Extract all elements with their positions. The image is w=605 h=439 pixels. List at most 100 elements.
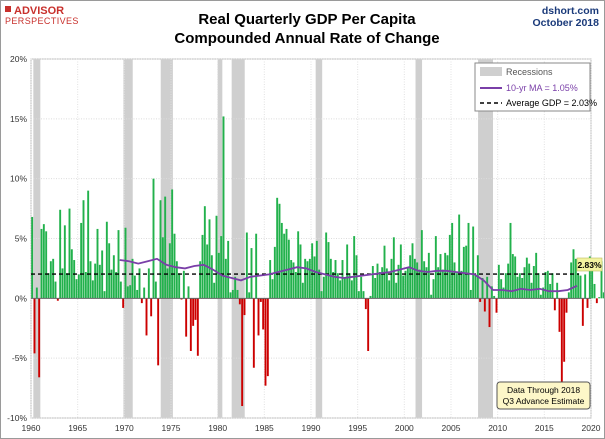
bar-positive bbox=[353, 236, 356, 299]
legend-recession-label: Recessions bbox=[506, 67, 553, 77]
bar-positive bbox=[292, 262, 295, 299]
bar-negative bbox=[243, 298, 246, 316]
bar-positive bbox=[66, 273, 69, 299]
bar-positive bbox=[255, 233, 258, 299]
bar-positive bbox=[290, 260, 293, 299]
y-tick-label: -10% bbox=[7, 413, 27, 423]
bar-positive bbox=[320, 291, 323, 299]
bar-negative bbox=[196, 298, 199, 356]
bar-positive bbox=[168, 243, 171, 299]
bar-positive bbox=[469, 289, 472, 299]
bar-positive bbox=[430, 294, 433, 299]
x-tick-label: 2010 bbox=[488, 423, 507, 433]
bar-negative bbox=[38, 298, 41, 378]
bar-positive bbox=[329, 258, 332, 299]
bar-positive bbox=[404, 270, 407, 299]
bar-negative bbox=[185, 298, 188, 337]
bar-positive bbox=[413, 258, 416, 299]
bar-positive bbox=[500, 279, 503, 299]
bar-positive bbox=[31, 216, 34, 299]
bar-positive bbox=[276, 197, 279, 299]
bar-positive bbox=[52, 258, 55, 299]
bar-negative bbox=[581, 298, 584, 326]
bar-positive bbox=[376, 263, 379, 299]
bar-positive bbox=[465, 245, 468, 299]
bar-positive bbox=[390, 258, 393, 299]
report-date: October 2018 bbox=[532, 17, 599, 29]
bar-positive bbox=[334, 260, 337, 299]
data-note: Data Through 2018 Q3 Advance Estimate bbox=[496, 381, 591, 410]
bar-positive bbox=[115, 272, 118, 299]
bar-positive bbox=[486, 276, 489, 299]
bar-positive bbox=[208, 219, 211, 299]
logo-line2: PERSPECTIVES bbox=[5, 16, 79, 26]
bar-negative bbox=[192, 298, 195, 326]
bar-positive bbox=[59, 209, 62, 299]
bar-positive bbox=[591, 266, 594, 299]
bar-positive bbox=[98, 264, 101, 299]
bar-positive bbox=[425, 267, 428, 299]
bar-positive bbox=[161, 237, 164, 299]
bar-positive bbox=[518, 273, 521, 299]
recession-band bbox=[217, 59, 223, 418]
legend-ma-label: 10-yr MA = 1.05% bbox=[506, 83, 578, 93]
bar-positive bbox=[131, 258, 134, 299]
bar-negative bbox=[189, 298, 192, 351]
recession-band bbox=[478, 59, 493, 418]
x-tick-label: 1990 bbox=[302, 423, 321, 433]
bar-positive bbox=[598, 297, 601, 299]
bar-positive bbox=[397, 264, 400, 299]
bar-positive bbox=[75, 279, 78, 299]
bar-positive bbox=[187, 286, 190, 299]
y-tick-label: 0% bbox=[15, 293, 28, 303]
bar-positive bbox=[362, 291, 365, 299]
bar-positive bbox=[385, 268, 388, 299]
bar-negative bbox=[553, 298, 556, 311]
bar-positive bbox=[441, 269, 444, 299]
bar-positive bbox=[224, 258, 227, 299]
bar-positive bbox=[602, 292, 604, 299]
bar-positive bbox=[511, 254, 514, 299]
ma-line bbox=[119, 257, 578, 293]
bar-positive bbox=[248, 292, 251, 299]
bar-positive bbox=[528, 263, 531, 299]
bar-positive bbox=[136, 289, 139, 299]
bar-positive bbox=[285, 228, 288, 299]
bar-positive bbox=[217, 252, 220, 299]
y-tick-label: 10% bbox=[10, 174, 27, 184]
bar-negative bbox=[565, 298, 568, 313]
bar-positive bbox=[502, 287, 505, 299]
bar-positive bbox=[348, 273, 351, 299]
bar-positive bbox=[451, 222, 454, 299]
bar-positive bbox=[147, 268, 150, 299]
bar-positive bbox=[453, 262, 456, 299]
bar-positive bbox=[577, 273, 580, 299]
bar-positive bbox=[61, 268, 64, 299]
bar-negative bbox=[241, 298, 244, 407]
bar-positive bbox=[318, 269, 321, 299]
bar-positive bbox=[374, 277, 377, 299]
bar-positive bbox=[551, 273, 554, 299]
bar-positive bbox=[126, 286, 129, 299]
bar-negative bbox=[364, 298, 367, 310]
bar-positive bbox=[339, 280, 342, 299]
bar-positive bbox=[546, 270, 549, 299]
bar-positive bbox=[117, 230, 120, 299]
y-tick-label: -5% bbox=[12, 353, 28, 363]
line-series bbox=[31, 257, 579, 293]
bar-positive bbox=[271, 279, 274, 299]
data-note-line1: Data Through 2018 bbox=[507, 385, 580, 395]
bar-positive bbox=[301, 282, 304, 299]
bar-negative bbox=[140, 298, 143, 304]
bar-negative bbox=[560, 298, 563, 408]
bar-positive bbox=[444, 252, 447, 299]
bar-positive bbox=[49, 261, 52, 299]
bar-negative bbox=[122, 298, 125, 308]
bar-negative bbox=[264, 298, 267, 386]
bar-positive bbox=[96, 228, 99, 299]
bar-positive bbox=[47, 273, 50, 299]
bar-positive bbox=[392, 237, 395, 299]
bar-positive bbox=[91, 280, 94, 299]
bar-positive bbox=[525, 257, 528, 299]
bar-negative bbox=[262, 298, 265, 330]
